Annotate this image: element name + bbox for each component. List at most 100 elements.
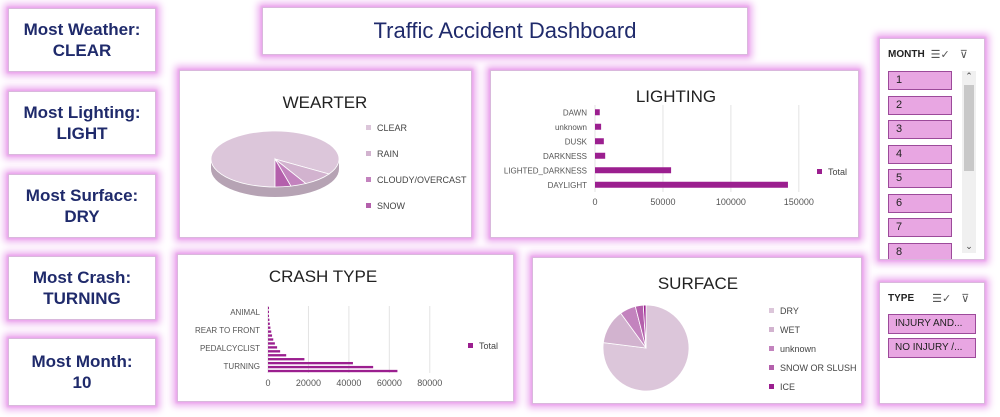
bar	[268, 334, 273, 337]
multi-select-icon[interactable]: ☰✓	[932, 292, 952, 305]
scrollbar-thumb[interactable]	[964, 85, 974, 171]
legend-label: Total	[479, 340, 499, 351]
tick-label: 50000	[650, 197, 675, 207]
lighting-chart-panel[interactable]: LIGHTING 0 50000 100000 150000 DAWN unknown DU…	[490, 70, 859, 238]
kpi-label: Most Weather:	[23, 20, 141, 39]
kpi-value: TURNING	[43, 289, 121, 308]
slicer-header: MONTH ☰✓ ⊽	[888, 45, 976, 63]
legend-label: SNOW OR SLUSH	[780, 362, 857, 373]
pie-slice	[602, 304, 690, 392]
chevron-down-icon[interactable]: ⌄	[965, 241, 973, 251]
category-label: DUSK	[565, 137, 588, 146]
kpi-label: Most Surface:	[25, 186, 139, 205]
type-slicer: TYPE ☰✓ ⊽ INJURY AND... NO INJURY /...	[879, 282, 985, 404]
legend-label: WET	[780, 324, 800, 335]
chevron-up-icon[interactable]: ⌃	[965, 71, 973, 81]
category-label: REAR TO FRONT	[195, 326, 260, 335]
legend-swatch	[769, 308, 774, 313]
bar	[268, 314, 270, 318]
slicer-item-month-6[interactable]: 6	[888, 194, 952, 213]
slicer-item-type-no-injury[interactable]: NO INJURY /...	[888, 338, 976, 358]
kpi-card-lighting: Most Lighting: LIGHT	[8, 91, 156, 155]
tick-label: 20000	[296, 378, 321, 388]
bar	[595, 138, 604, 145]
category-label: DARKNESS	[543, 152, 587, 161]
slicer-item-month-7[interactable]: 7	[888, 218, 952, 237]
slicer-header: TYPE ☰✓ ⊽	[888, 289, 976, 307]
pie-slice	[642, 304, 647, 349]
legend-label: RAIN	[377, 148, 399, 159]
lighting-bars: 0 50000 100000 150000 DAWN unknown DUSK DARKNES…	[504, 105, 814, 207]
bar	[595, 109, 600, 116]
weather-legend: CLEAR RAIN CLOUDY/OVERCAST SNOW	[366, 121, 467, 212]
legend-swatch	[366, 203, 371, 208]
kpi-card-crash: Most Crash: TURNING	[8, 256, 156, 320]
category-label: DAWN	[563, 108, 587, 117]
legend-swatch	[817, 169, 822, 174]
bar	[595, 152, 606, 159]
slicer-item-month-5[interactable]: 5	[888, 169, 952, 188]
slicer-title: TYPE	[888, 292, 915, 304]
legend-label: ICE	[780, 381, 796, 392]
multi-select-icon[interactable]: ☰✓	[930, 48, 950, 61]
slicer-item-month-1[interactable]: 1	[888, 71, 952, 90]
slicer-item-type-injury[interactable]: INJURY AND...	[888, 314, 976, 334]
legend-label: CLOUDY/OVERCAST	[377, 174, 467, 185]
legend-swatch	[769, 384, 774, 389]
slicer-title: MONTH	[888, 48, 925, 60]
bar	[268, 365, 374, 369]
legend-label: CLEAR	[377, 122, 408, 133]
tick-label: 0	[265, 378, 270, 388]
bar	[268, 310, 269, 314]
crash-type-bars: 0 20000 40000 60000 80000 ANIMAL REAR TO FRONT…	[195, 306, 442, 388]
bar	[268, 358, 305, 361]
bar	[595, 123, 602, 130]
dashboard-title-box: Traffic Accident Dashboard	[262, 7, 748, 55]
category-label: ANIMAL	[230, 308, 260, 317]
category-label: PEDALCYCLIST	[200, 344, 260, 353]
bar	[268, 330, 272, 333]
bar	[268, 338, 274, 341]
weather-chart-panel[interactable]: WEARTER CLEAR RAIN CLOUDY/OVERCAST SNOW	[179, 70, 472, 238]
crash-type-legend: Total	[468, 339, 498, 352]
bar	[268, 326, 271, 329]
slicer-item-month-2[interactable]: 2	[888, 96, 952, 115]
clear-filter-icon[interactable]: ⊽	[959, 48, 968, 61]
dashboard-title: Traffic Accident Dashboard	[373, 18, 637, 43]
month-slicer: MONTH ☰✓ ⊽ 1 2 3 4 5 6 7 8 ⌃ ⌄	[879, 38, 985, 260]
bar	[268, 342, 275, 345]
chart-title: LIGHTING	[635, 87, 717, 106]
weather-pie	[210, 130, 340, 197]
pie-slice	[274, 157, 292, 188]
category-label: LIGHTED_DARKNESS	[504, 166, 587, 175]
surface-chart-panel[interactable]: SURFACE DRY WET unknown SNOW OR SLUSH IC…	[532, 257, 862, 404]
bar	[595, 181, 788, 188]
legend-label: SNOW	[377, 200, 405, 211]
bar	[595, 167, 672, 174]
bar	[268, 346, 278, 349]
tick-label: 0	[592, 197, 597, 207]
kpi-label: Most Month:	[31, 352, 133, 371]
slicer-item-month-8[interactable]: 8	[888, 243, 952, 259]
lighting-legend: Total	[817, 165, 847, 178]
kpi-value: DRY	[64, 207, 100, 226]
tick-label: 40000	[336, 378, 361, 388]
kpi-value: CLEAR	[52, 41, 112, 60]
bar	[268, 361, 353, 365]
surface-legend: DRY WET unknown SNOW OR SLUSH ICE	[769, 304, 857, 393]
chart-title: WEARTER	[282, 93, 368, 112]
legend-swatch	[769, 346, 774, 351]
clear-filter-icon[interactable]: ⊽	[961, 292, 970, 305]
legend-swatch	[366, 125, 371, 130]
slicer-item-month-3[interactable]: 3	[888, 120, 952, 139]
bar	[268, 322, 270, 325]
legend-label: Total	[828, 166, 848, 177]
bar	[268, 354, 287, 357]
slicer-item-month-4[interactable]: 4	[888, 145, 952, 164]
category-label: DAYLIGHT	[548, 181, 588, 190]
crash-type-chart-panel[interactable]: CRASH TYPE 0 20000 40000 60000 80000 ANIMAL RE…	[177, 254, 514, 402]
legend-label: DRY	[780, 305, 799, 316]
slicer-scrollbar[interactable]: ⌃ ⌄	[962, 71, 976, 253]
legend-swatch	[468, 343, 473, 348]
tick-label: 150000	[784, 197, 814, 207]
